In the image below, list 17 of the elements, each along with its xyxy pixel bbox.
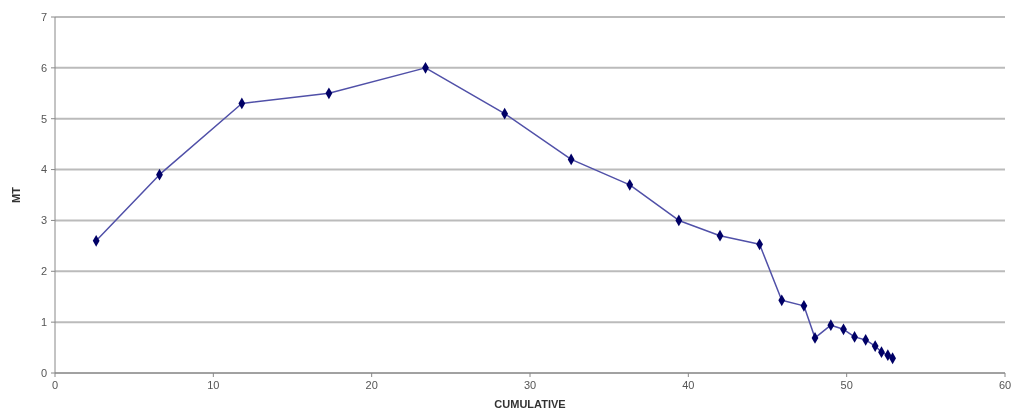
y-tick-label: 3 (40, 214, 47, 227)
x-tick-label: 0 (51, 379, 59, 391)
y-tick-label: 1 (40, 315, 47, 328)
y-axis-title: MT (10, 186, 22, 203)
y-tick-label: 7 (40, 10, 47, 23)
x-tick-label: 20 (365, 379, 378, 391)
y-tick-label: 4 (40, 163, 47, 176)
x-axis-title: CUMULATIVE (494, 398, 566, 410)
y-tick-label: 5 (40, 112, 47, 125)
y-tick-label: 0 (40, 366, 47, 379)
x-tick-label: 30 (523, 379, 537, 391)
y-tick-label: 6 (40, 61, 47, 74)
y-tick-label: 2 (40, 265, 47, 278)
x-tick-label: 40 (682, 379, 695, 391)
x-tick-label: 10 (207, 379, 220, 391)
x-tick-label: 60 (998, 379, 1012, 391)
x-tick-label: 50 (840, 379, 853, 391)
